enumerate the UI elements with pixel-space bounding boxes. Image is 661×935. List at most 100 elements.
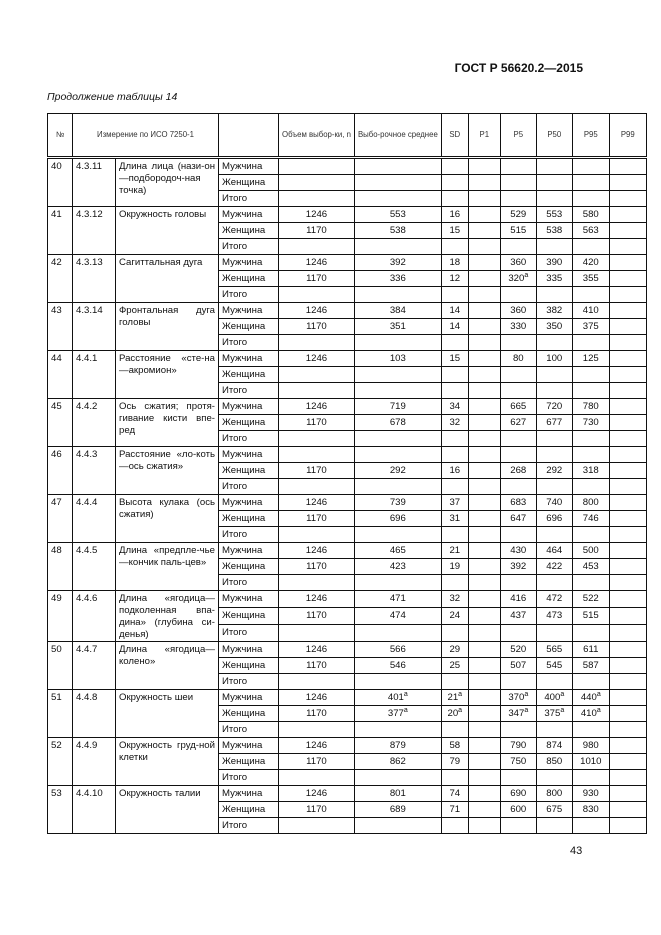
footnote-marker: a bbox=[560, 706, 565, 714]
table-row: Итого bbox=[48, 526, 647, 543]
cell-p50 bbox=[535, 624, 573, 642]
cell-sample-size bbox=[278, 721, 355, 738]
cell-mean: 351 bbox=[353, 318, 442, 335]
cell-p95 bbox=[571, 673, 610, 690]
cell-p50 bbox=[535, 478, 573, 495]
cell-sample-size bbox=[278, 286, 355, 303]
cell-sample-size bbox=[278, 366, 355, 383]
cell-sex: Итого bbox=[218, 334, 279, 351]
cell-p99 bbox=[608, 334, 647, 351]
cell-p5: 683 bbox=[499, 494, 537, 511]
cell-sd: 25 bbox=[440, 657, 469, 674]
measurement-code: 4.4.4 bbox=[72, 494, 116, 543]
cell-p1 bbox=[467, 350, 501, 367]
measurement-name: Высота кулака (ось сжатия) bbox=[115, 494, 219, 543]
cell-p50 bbox=[535, 721, 573, 738]
cell-p95 bbox=[571, 334, 610, 351]
cell-p5: 690 bbox=[499, 785, 537, 802]
cell-mean: 689 bbox=[353, 801, 442, 818]
table-row: 52 4.4.9 Окружность груд-ной клетки Мужчина… bbox=[47, 737, 647, 786]
cell-p95: 730 bbox=[571, 414, 610, 431]
measurement-name: Окружность шеи bbox=[115, 689, 219, 738]
cell-mean bbox=[353, 190, 442, 207]
cell-sex: Мужчина bbox=[218, 641, 279, 658]
cell-p99 bbox=[608, 382, 647, 399]
header-p1: P1 bbox=[467, 113, 501, 158]
cell-p1 bbox=[467, 462, 501, 479]
cell-p5 bbox=[499, 430, 537, 447]
table-row: Женщина 1170 538 15 515 538 563 bbox=[48, 222, 647, 239]
cell-mean: 801 bbox=[353, 785, 442, 802]
cell-sample-size: 1246 bbox=[278, 398, 355, 415]
cell-p5 bbox=[499, 366, 537, 383]
cell-p99 bbox=[608, 542, 647, 559]
cell-mean: 678 bbox=[353, 414, 442, 431]
cell-mean: 465 bbox=[353, 542, 442, 559]
header-no: № bbox=[47, 113, 73, 158]
cell-mean: 384 bbox=[353, 302, 442, 319]
cell-p99 bbox=[608, 270, 647, 287]
cell-sex: Мужчина bbox=[218, 157, 279, 175]
cell-sex: Мужчина bbox=[218, 254, 279, 271]
cell-sex: Мужчина bbox=[218, 446, 279, 463]
cell-p50: 874 bbox=[535, 737, 573, 754]
cell-sample-size bbox=[278, 190, 355, 207]
cell-sex: Женщина bbox=[218, 366, 279, 383]
table-body: 40 4.3.11 Длина лица (нази-он—подбородоч-н… bbox=[47, 157, 647, 834]
cell-sample-size: 1170 bbox=[278, 558, 355, 575]
measurement-name: Расстояние «ло-коть—ось сжатия» bbox=[115, 446, 219, 495]
table-row: Женщина 1170 678 32 627 677 730 bbox=[48, 414, 647, 431]
footnote-marker: a bbox=[596, 706, 601, 714]
cell-p95 bbox=[571, 157, 610, 175]
cell-p1 bbox=[467, 641, 501, 658]
cell-p1 bbox=[467, 753, 501, 770]
cell-sex: Женщина bbox=[218, 270, 279, 287]
footnote-marker: a bbox=[403, 706, 408, 714]
cell-p99 bbox=[608, 398, 647, 415]
cell-p1 bbox=[467, 286, 501, 303]
cell-sex: Итого bbox=[218, 238, 279, 255]
cell-p95 bbox=[571, 721, 610, 738]
cell-sample-size: 1170 bbox=[278, 462, 355, 479]
cell-p5 bbox=[499, 526, 537, 543]
cell-p50 bbox=[535, 334, 573, 351]
cell-p95: 420 bbox=[571, 254, 610, 271]
cell-mean bbox=[353, 721, 442, 738]
cell-mean: 879 bbox=[353, 737, 442, 754]
cell-p5 bbox=[499, 769, 537, 786]
cell-sd: 20a bbox=[440, 705, 469, 722]
cell-p1 bbox=[467, 334, 501, 351]
cell-sex: Женщина bbox=[218, 657, 279, 674]
cell-p5: 665 bbox=[499, 398, 537, 415]
cell-mean bbox=[353, 334, 442, 351]
table-row: Женщина bbox=[48, 174, 647, 191]
cell-sample-size bbox=[278, 526, 355, 543]
cell-sex: Женщина bbox=[218, 558, 279, 575]
cell-sex: Женщина bbox=[218, 753, 279, 770]
measurement-name: Ось сжатия; протя-гивание кисти впе-ред bbox=[115, 398, 219, 447]
cell-p99 bbox=[608, 350, 647, 367]
cell-p1 bbox=[467, 737, 501, 754]
cell-p5 bbox=[499, 157, 537, 175]
cell-sample-size: 1246 bbox=[278, 641, 355, 658]
cell-mean: 696 bbox=[353, 510, 442, 527]
cell-sex: Женщина bbox=[218, 174, 279, 191]
cell-p99 bbox=[608, 657, 647, 674]
cell-p99 bbox=[608, 478, 647, 495]
measurement-no: 53 bbox=[47, 785, 73, 834]
cell-sd bbox=[440, 721, 469, 738]
cell-p50: 850 bbox=[535, 753, 573, 770]
cell-sample-size bbox=[278, 334, 355, 351]
cell-p5: 416 bbox=[499, 590, 537, 608]
cell-p95 bbox=[571, 817, 610, 834]
cell-sd bbox=[440, 624, 469, 642]
cell-p99 bbox=[608, 705, 647, 722]
cell-p95 bbox=[571, 174, 610, 191]
table-row: Итого bbox=[48, 817, 647, 834]
cell-mean bbox=[353, 574, 442, 591]
table-row: 42 4.3.13 Сагиттальная дуга Мужчина 1246 392 1… bbox=[47, 254, 647, 303]
table-row: Итого bbox=[48, 190, 647, 207]
cell-sex: Мужчина bbox=[218, 302, 279, 319]
cell-p1 bbox=[467, 238, 501, 255]
cell-sample-size: 1170 bbox=[278, 318, 355, 335]
